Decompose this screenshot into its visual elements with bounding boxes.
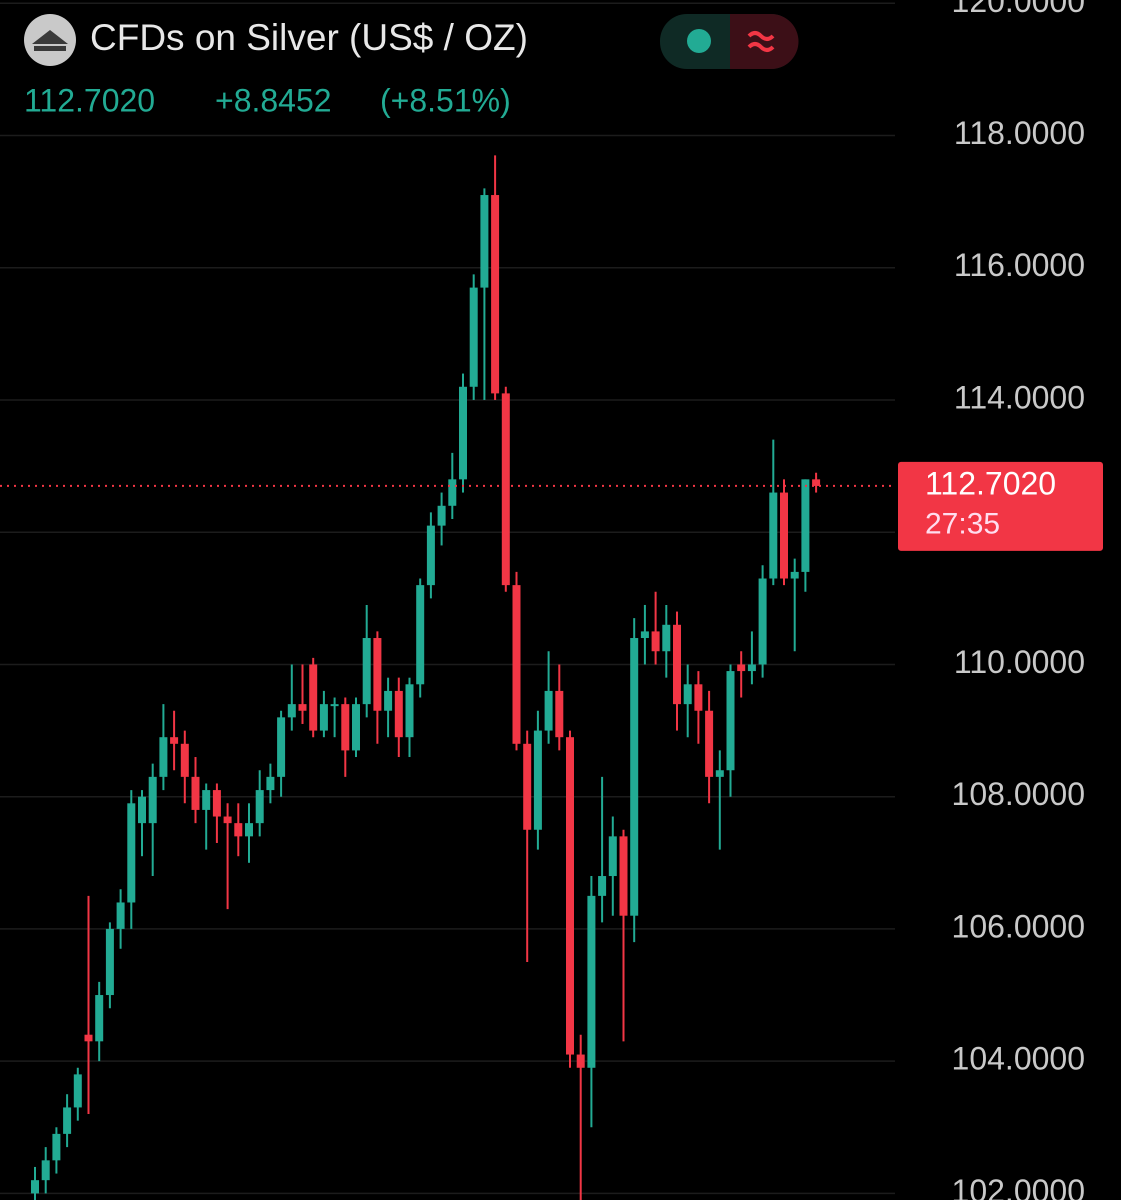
- candle-body: [159, 737, 168, 777]
- candle-body: [747, 664, 756, 672]
- grid: [0, 2, 895, 1195]
- candle-body: [41, 1160, 50, 1181]
- candle-body: [469, 287, 478, 387]
- candle-body: [191, 776, 200, 810]
- candle-body: [384, 690, 393, 711]
- candles: [31, 155, 821, 1200]
- candle-body: [330, 704, 339, 707]
- candle-body: [127, 803, 136, 903]
- y-tick-label: 104.0000: [952, 1041, 1085, 1077]
- candle-body: [640, 631, 649, 639]
- candle-body: [459, 386, 467, 480]
- candle-body: [234, 823, 243, 837]
- header-change-pct: (+8.51%): [380, 82, 511, 118]
- y-tick-label: 120.0000: [952, 0, 1085, 19]
- candle-body: [769, 492, 778, 579]
- header-price: 112.7020: [24, 82, 155, 118]
- candle-body: [63, 1107, 72, 1134]
- candle-body: [683, 684, 692, 705]
- candle-body: [780, 492, 788, 579]
- y-tick-label: 118.0000: [954, 115, 1085, 151]
- candle-body: [533, 730, 542, 830]
- y-tick-label: 110.0000: [954, 644, 1085, 680]
- candle-body: [245, 823, 253, 837]
- chart-title: CFDs on Silver (US$ / OZ): [90, 17, 528, 58]
- candle-body: [287, 704, 296, 718]
- candle-body: [662, 624, 671, 652]
- candle-body: [694, 684, 703, 711]
- candle-body: [673, 624, 681, 705]
- candle-body: [437, 505, 446, 526]
- candle-body: [566, 737, 574, 1055]
- candle-body: [298, 704, 307, 711]
- candle-body: [352, 704, 360, 751]
- candle-body: [448, 479, 457, 506]
- y-tick-label: 116.0000: [954, 247, 1085, 283]
- candle-body: [512, 585, 521, 744]
- candle-body: [223, 816, 232, 824]
- y-tick-label: 102.0000: [952, 1173, 1085, 1200]
- candle-body: [608, 836, 617, 877]
- candle-body: [138, 796, 146, 824]
- candle-body: [598, 876, 607, 896]
- candle-body: [180, 743, 189, 777]
- candle-body: [95, 995, 104, 1042]
- candle-body: [170, 737, 179, 744]
- candle-body: [480, 195, 489, 288]
- candle-body: [555, 690, 564, 738]
- candle-body: [105, 928, 114, 996]
- candle-body: [491, 195, 500, 394]
- candle-body: [277, 717, 286, 777]
- candle-body: [705, 710, 714, 777]
- y-tick-label: 106.0000: [952, 908, 1085, 944]
- candle-body: [319, 704, 328, 731]
- candle-body: [373, 638, 382, 711]
- candle-body: [394, 690, 403, 738]
- candle-body: [587, 895, 596, 1068]
- y-tick-label: 108.0000: [952, 776, 1085, 812]
- header-change: +8.8452: [215, 82, 332, 118]
- candle-body: [405, 684, 414, 738]
- candle-body: [52, 1133, 61, 1161]
- candle-body: [726, 671, 735, 771]
- candle-body: [544, 690, 553, 731]
- candle-body: [148, 776, 157, 824]
- y-axis: 102.0000 104.0000 106.0000 108.0000 110.0000…: [952, 0, 1085, 1200]
- candle-body: [266, 776, 275, 791]
- candle-body: [202, 790, 211, 810]
- candle-body: [576, 1054, 585, 1068]
- candle-body: [73, 1074, 82, 1108]
- candle-body: [255, 790, 264, 824]
- candle-body: [523, 743, 532, 830]
- candle-body: [84, 1034, 93, 1042]
- candle-body: [212, 790, 221, 817]
- candle-body: [715, 770, 724, 777]
- candle-body: [758, 578, 767, 665]
- candle-body: [362, 638, 371, 705]
- candle-body: [812, 479, 821, 486]
- candle-body: [619, 836, 628, 916]
- y-tick-label: 114.0000: [954, 379, 1085, 415]
- candle-body: [116, 902, 125, 929]
- candle-body: [341, 704, 350, 751]
- candle-body: [790, 571, 799, 579]
- last-price-box: [898, 461, 1103, 551]
- candle-body: [630, 638, 639, 916]
- candle-body: [801, 479, 810, 572]
- candle-body: [651, 631, 660, 652]
- symbol-icon: [24, 14, 76, 66]
- candle-body: [501, 393, 510, 586]
- toggle[interactable]: [660, 14, 799, 69]
- candle-body: [416, 585, 425, 685]
- countdown: 27:35: [925, 508, 1000, 541]
- candle-body: [426, 525, 435, 586]
- candle-body: [31, 1180, 39, 1194]
- last-price-label: 112.7020: [925, 465, 1056, 501]
- candle-body: [309, 664, 318, 731]
- candle-body: [737, 664, 746, 672]
